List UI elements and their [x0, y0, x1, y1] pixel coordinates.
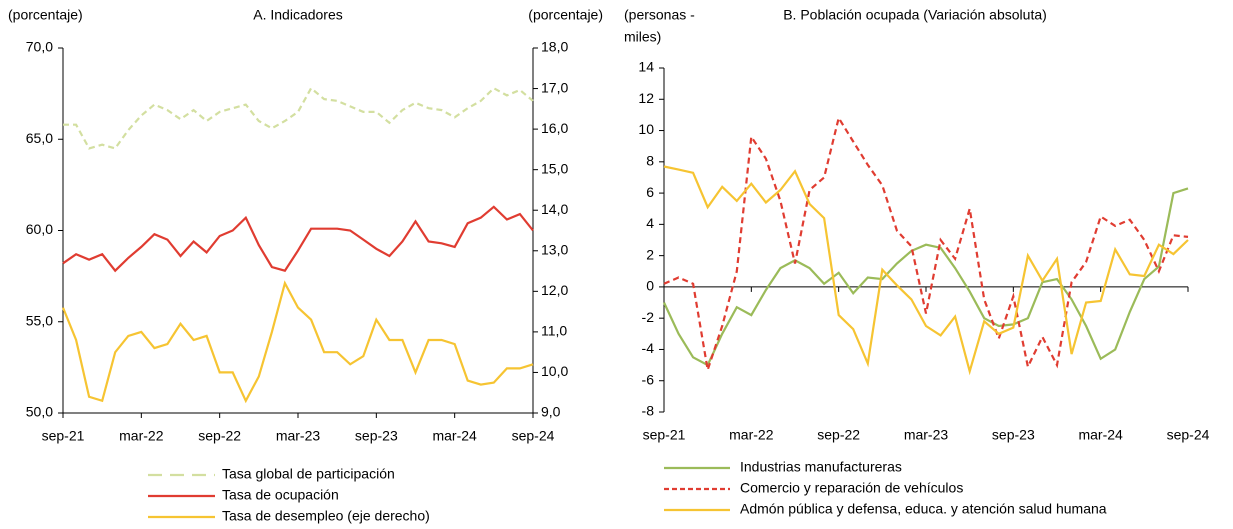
y-tick-label: 50,0 [26, 404, 53, 420]
y-tick-label: 6 [646, 184, 654, 200]
y-tick-label: 8 [646, 153, 654, 169]
y2-tick-label: 14,0 [541, 201, 568, 217]
x-tick-label: mar-23 [276, 428, 321, 444]
legend-label: Tasa de desempleo (eje derecho) [222, 508, 430, 524]
y2-tick-label: 18,0 [541, 39, 568, 55]
y2-tick-label: 15,0 [541, 160, 568, 176]
y-tick-label: 12 [638, 90, 654, 106]
y-tick-label: 65,0 [26, 130, 53, 146]
x-tick-label: mar-24 [432, 428, 477, 444]
y-axis-label: (personas - [624, 7, 695, 23]
x-tick-label: mar-22 [729, 427, 774, 443]
y-tick-label: -8 [642, 403, 655, 419]
y-tick-label: -2 [642, 309, 655, 325]
y-tick-label: 0 [646, 278, 654, 294]
x-tick-label: mar-24 [1078, 427, 1123, 443]
y2-tick-label: 13,0 [541, 241, 568, 257]
legend-label: Admón pública y defensa, educa. y atenci… [740, 501, 1107, 517]
y-axis-label: (porcentaje) [8, 7, 83, 23]
y-tick-label: 2 [646, 246, 654, 262]
y-tick-label: -6 [642, 371, 655, 387]
series-line [663, 187, 1189, 367]
legend-label: Comercio y reparación de vehículos [740, 480, 963, 496]
x-tick-label: sep-24 [512, 428, 555, 444]
y2-tick-label: 9,0 [541, 404, 561, 420]
x-tick-label: sep-22 [198, 428, 241, 444]
x-tick-label: sep-23 [355, 428, 398, 444]
y-tick-label: -4 [642, 340, 655, 356]
x-tick-label: sep-21 [42, 428, 85, 444]
chart-title: A. Indicadores [253, 7, 343, 23]
chart-title: B. Población ocupada (Variación absoluta… [783, 7, 1047, 23]
legend-label: Tasa de ocupación [222, 487, 339, 503]
y-tick-label: 4 [646, 215, 654, 231]
x-tick-label: mar-22 [119, 428, 164, 444]
series-line [663, 115, 1189, 371]
series-line [61, 280, 534, 404]
series-line [63, 86, 534, 150]
y-tick-label: 70,0 [26, 39, 53, 55]
y-axis-label: miles) [624, 29, 661, 45]
legend-label: Industrias manufactureras [740, 459, 902, 475]
series-line [62, 205, 534, 273]
x-tick-label: sep-24 [1167, 427, 1210, 443]
y-tick-label: 60,0 [26, 221, 53, 237]
x-tick-label: mar-23 [904, 427, 949, 443]
y2-tick-label: 10,0 [541, 363, 568, 379]
y2-tick-label: 17,0 [541, 79, 568, 95]
y2-tick-label: 16,0 [541, 120, 568, 136]
y2-tick-label: 11,0 [541, 323, 567, 339]
legend-label: Tasa global de participación [222, 466, 395, 482]
y-tick-label: 10 [638, 121, 654, 137]
x-tick-label: sep-22 [817, 427, 860, 443]
y-tick-label: 14 [638, 59, 654, 75]
x-tick-label: sep-21 [643, 427, 686, 443]
y2-axis-label: (porcentaje) [528, 7, 603, 23]
series-line [663, 165, 1189, 376]
y2-tick-label: 12,0 [541, 282, 568, 298]
x-tick-label: sep-23 [992, 427, 1035, 443]
y-tick-label: 55,0 [26, 312, 53, 328]
